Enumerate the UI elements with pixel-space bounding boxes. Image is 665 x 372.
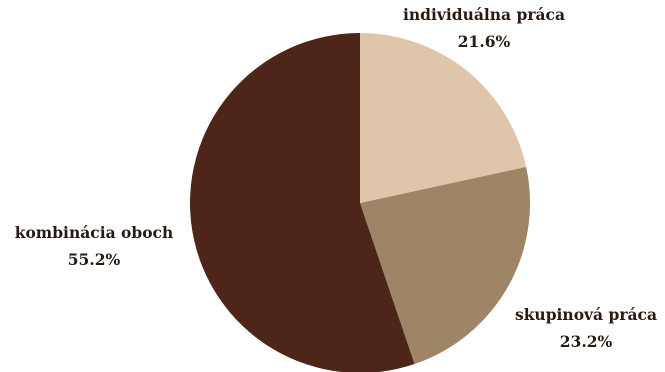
slice-label-1: individuálna práca (403, 5, 565, 24)
pie-slice-1 (360, 33, 527, 203)
slice-value-2: 23.2% (560, 332, 613, 351)
slice-value-1: 21.6% (458, 32, 511, 51)
slice-label-3: kombinácia oboch (15, 223, 174, 242)
pie-slices (190, 33, 530, 372)
pie-slice-3 (190, 33, 415, 372)
pie-slice-2 (360, 166, 530, 365)
slice-value-3: 55.2% (68, 250, 121, 269)
slice-label-2: skupinová práca (515, 305, 657, 324)
pie-labels: individuálna práca 21.6% skupinová práca 23… (15, 5, 657, 351)
